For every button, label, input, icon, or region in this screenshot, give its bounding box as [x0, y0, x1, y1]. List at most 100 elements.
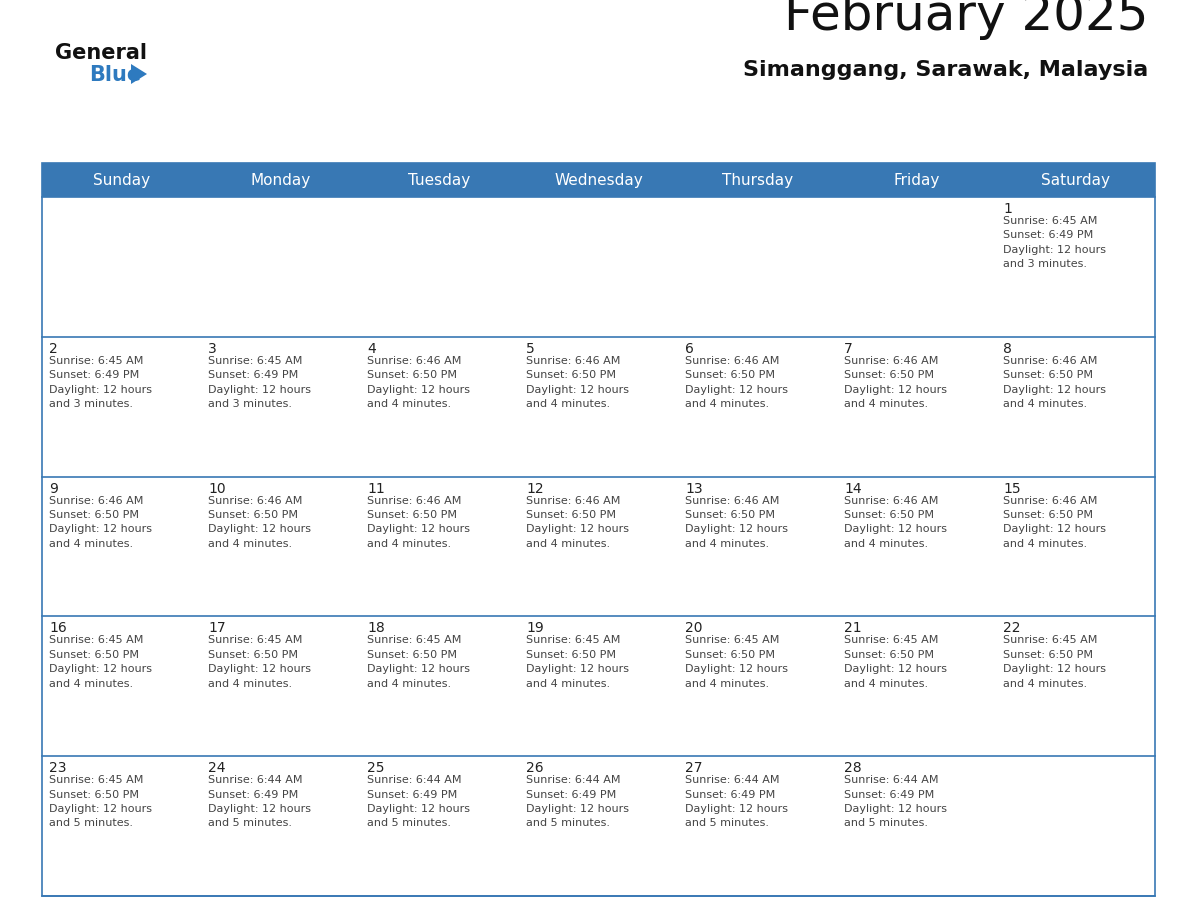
Bar — [201, 337, 360, 476]
Text: Sunrise: 6:44 AM
Sunset: 6:49 PM
Daylight: 12 hours
and 5 minutes.: Sunrise: 6:44 AM Sunset: 6:49 PM Dayligh… — [367, 775, 470, 828]
Text: Sunrise: 6:45 AM
Sunset: 6:49 PM
Daylight: 12 hours
and 3 minutes.: Sunrise: 6:45 AM Sunset: 6:49 PM Dayligh… — [1003, 216, 1106, 269]
Bar — [201, 476, 360, 616]
Text: 22: 22 — [1003, 621, 1020, 635]
Text: Sunrise: 6:46 AM
Sunset: 6:50 PM
Daylight: 12 hours
and 4 minutes.: Sunrise: 6:46 AM Sunset: 6:50 PM Dayligh… — [49, 496, 152, 549]
Bar — [838, 756, 996, 896]
Text: Wednesday: Wednesday — [554, 173, 643, 187]
Bar — [519, 476, 678, 616]
Text: General: General — [55, 43, 147, 63]
Bar — [42, 616, 201, 756]
Bar — [360, 756, 519, 896]
Text: 3: 3 — [208, 341, 216, 356]
Text: Sunrise: 6:44 AM
Sunset: 6:49 PM
Daylight: 12 hours
and 5 minutes.: Sunrise: 6:44 AM Sunset: 6:49 PM Dayligh… — [843, 775, 947, 828]
Text: Sunrise: 6:45 AM
Sunset: 6:50 PM
Daylight: 12 hours
and 4 minutes.: Sunrise: 6:45 AM Sunset: 6:50 PM Dayligh… — [685, 635, 788, 688]
Text: 9: 9 — [49, 482, 58, 496]
Text: Sunrise: 6:45 AM
Sunset: 6:50 PM
Daylight: 12 hours
and 5 minutes.: Sunrise: 6:45 AM Sunset: 6:50 PM Dayligh… — [49, 775, 152, 828]
Text: 7: 7 — [843, 341, 853, 356]
Text: Sunrise: 6:44 AM
Sunset: 6:49 PM
Daylight: 12 hours
and 5 minutes.: Sunrise: 6:44 AM Sunset: 6:49 PM Dayligh… — [685, 775, 788, 828]
Text: 23: 23 — [49, 761, 67, 775]
Text: 25: 25 — [367, 761, 385, 775]
Text: 1: 1 — [1003, 202, 1012, 216]
Text: 16: 16 — [49, 621, 67, 635]
Text: 27: 27 — [685, 761, 702, 775]
Bar — [996, 337, 1155, 476]
Text: 10: 10 — [208, 482, 226, 496]
Text: Sunrise: 6:46 AM
Sunset: 6:50 PM
Daylight: 12 hours
and 4 minutes.: Sunrise: 6:46 AM Sunset: 6:50 PM Dayligh… — [843, 356, 947, 409]
Text: 17: 17 — [208, 621, 226, 635]
Bar — [201, 616, 360, 756]
Bar — [42, 476, 201, 616]
Bar — [678, 616, 838, 756]
Bar — [519, 197, 678, 337]
Bar — [996, 756, 1155, 896]
Text: 15: 15 — [1003, 482, 1020, 496]
Bar — [519, 616, 678, 756]
Bar — [519, 337, 678, 476]
Bar — [42, 337, 201, 476]
Text: Sunrise: 6:46 AM
Sunset: 6:50 PM
Daylight: 12 hours
and 4 minutes.: Sunrise: 6:46 AM Sunset: 6:50 PM Dayligh… — [685, 356, 788, 409]
Bar — [42, 197, 201, 337]
Text: Sunrise: 6:46 AM
Sunset: 6:50 PM
Daylight: 12 hours
and 4 minutes.: Sunrise: 6:46 AM Sunset: 6:50 PM Dayligh… — [367, 356, 470, 409]
Text: Sunrise: 6:45 AM
Sunset: 6:50 PM
Daylight: 12 hours
and 4 minutes.: Sunrise: 6:45 AM Sunset: 6:50 PM Dayligh… — [208, 635, 311, 688]
Text: Sunrise: 6:46 AM
Sunset: 6:50 PM
Daylight: 12 hours
and 4 minutes.: Sunrise: 6:46 AM Sunset: 6:50 PM Dayligh… — [1003, 496, 1106, 549]
Text: Saturday: Saturday — [1041, 173, 1110, 187]
Bar — [678, 476, 838, 616]
Text: Sunrise: 6:46 AM
Sunset: 6:50 PM
Daylight: 12 hours
and 4 minutes.: Sunrise: 6:46 AM Sunset: 6:50 PM Dayligh… — [367, 496, 470, 549]
Bar — [42, 756, 201, 896]
Text: 12: 12 — [526, 482, 544, 496]
Text: 2: 2 — [49, 341, 58, 356]
Bar — [360, 616, 519, 756]
Bar — [996, 197, 1155, 337]
Bar — [42, 163, 1155, 896]
Bar — [360, 476, 519, 616]
Text: 13: 13 — [685, 482, 702, 496]
Text: Sunrise: 6:46 AM
Sunset: 6:50 PM
Daylight: 12 hours
and 4 minutes.: Sunrise: 6:46 AM Sunset: 6:50 PM Dayligh… — [526, 356, 628, 409]
Bar — [838, 476, 996, 616]
Text: 5: 5 — [526, 341, 535, 356]
Bar — [678, 756, 838, 896]
Text: 6: 6 — [685, 341, 694, 356]
Text: Sunrise: 6:46 AM
Sunset: 6:50 PM
Daylight: 12 hours
and 4 minutes.: Sunrise: 6:46 AM Sunset: 6:50 PM Dayligh… — [526, 496, 628, 549]
Text: Monday: Monday — [251, 173, 310, 187]
Text: Sunrise: 6:44 AM
Sunset: 6:49 PM
Daylight: 12 hours
and 5 minutes.: Sunrise: 6:44 AM Sunset: 6:49 PM Dayligh… — [208, 775, 311, 828]
Text: 28: 28 — [843, 761, 861, 775]
Text: Sunrise: 6:44 AM
Sunset: 6:49 PM
Daylight: 12 hours
and 5 minutes.: Sunrise: 6:44 AM Sunset: 6:49 PM Dayligh… — [526, 775, 628, 828]
Text: Sunrise: 6:45 AM
Sunset: 6:49 PM
Daylight: 12 hours
and 3 minutes.: Sunrise: 6:45 AM Sunset: 6:49 PM Dayligh… — [49, 356, 152, 409]
Text: 14: 14 — [843, 482, 861, 496]
Text: 26: 26 — [526, 761, 544, 775]
Text: 24: 24 — [208, 761, 226, 775]
Text: Blue: Blue — [89, 65, 141, 85]
Text: Simanggang, Sarawak, Malaysia: Simanggang, Sarawak, Malaysia — [742, 60, 1148, 80]
Bar — [838, 616, 996, 756]
Text: Sunrise: 6:45 AM
Sunset: 6:50 PM
Daylight: 12 hours
and 4 minutes.: Sunrise: 6:45 AM Sunset: 6:50 PM Dayligh… — [1003, 635, 1106, 688]
Bar — [519, 756, 678, 896]
Text: Sunrise: 6:45 AM
Sunset: 6:49 PM
Daylight: 12 hours
and 3 minutes.: Sunrise: 6:45 AM Sunset: 6:49 PM Dayligh… — [208, 356, 311, 409]
Bar — [678, 337, 838, 476]
Text: Sunrise: 6:46 AM
Sunset: 6:50 PM
Daylight: 12 hours
and 4 minutes.: Sunrise: 6:46 AM Sunset: 6:50 PM Dayligh… — [685, 496, 788, 549]
Text: 11: 11 — [367, 482, 385, 496]
Bar — [42, 163, 1155, 197]
Text: 20: 20 — [685, 621, 702, 635]
Bar — [996, 616, 1155, 756]
Text: 4: 4 — [367, 341, 375, 356]
Text: 19: 19 — [526, 621, 544, 635]
Text: Sunrise: 6:45 AM
Sunset: 6:50 PM
Daylight: 12 hours
and 4 minutes.: Sunrise: 6:45 AM Sunset: 6:50 PM Dayligh… — [49, 635, 152, 688]
Text: 18: 18 — [367, 621, 385, 635]
Text: Tuesday: Tuesday — [409, 173, 470, 187]
Text: Sunrise: 6:46 AM
Sunset: 6:50 PM
Daylight: 12 hours
and 4 minutes.: Sunrise: 6:46 AM Sunset: 6:50 PM Dayligh… — [843, 496, 947, 549]
Text: Sunrise: 6:46 AM
Sunset: 6:50 PM
Daylight: 12 hours
and 4 minutes.: Sunrise: 6:46 AM Sunset: 6:50 PM Dayligh… — [1003, 356, 1106, 409]
Bar — [360, 197, 519, 337]
Text: 21: 21 — [843, 621, 861, 635]
Bar — [360, 337, 519, 476]
Text: Friday: Friday — [893, 173, 940, 187]
Text: Sunrise: 6:45 AM
Sunset: 6:50 PM
Daylight: 12 hours
and 4 minutes.: Sunrise: 6:45 AM Sunset: 6:50 PM Dayligh… — [526, 635, 628, 688]
Text: 8: 8 — [1003, 341, 1012, 356]
Polygon shape — [131, 64, 147, 84]
Text: Sunrise: 6:45 AM
Sunset: 6:50 PM
Daylight: 12 hours
and 4 minutes.: Sunrise: 6:45 AM Sunset: 6:50 PM Dayligh… — [367, 635, 470, 688]
Bar — [838, 337, 996, 476]
Text: Sunday: Sunday — [93, 173, 150, 187]
Text: Sunrise: 6:45 AM
Sunset: 6:50 PM
Daylight: 12 hours
and 4 minutes.: Sunrise: 6:45 AM Sunset: 6:50 PM Dayligh… — [843, 635, 947, 688]
Bar — [996, 476, 1155, 616]
Bar — [838, 197, 996, 337]
Text: Sunrise: 6:46 AM
Sunset: 6:50 PM
Daylight: 12 hours
and 4 minutes.: Sunrise: 6:46 AM Sunset: 6:50 PM Dayligh… — [208, 496, 311, 549]
